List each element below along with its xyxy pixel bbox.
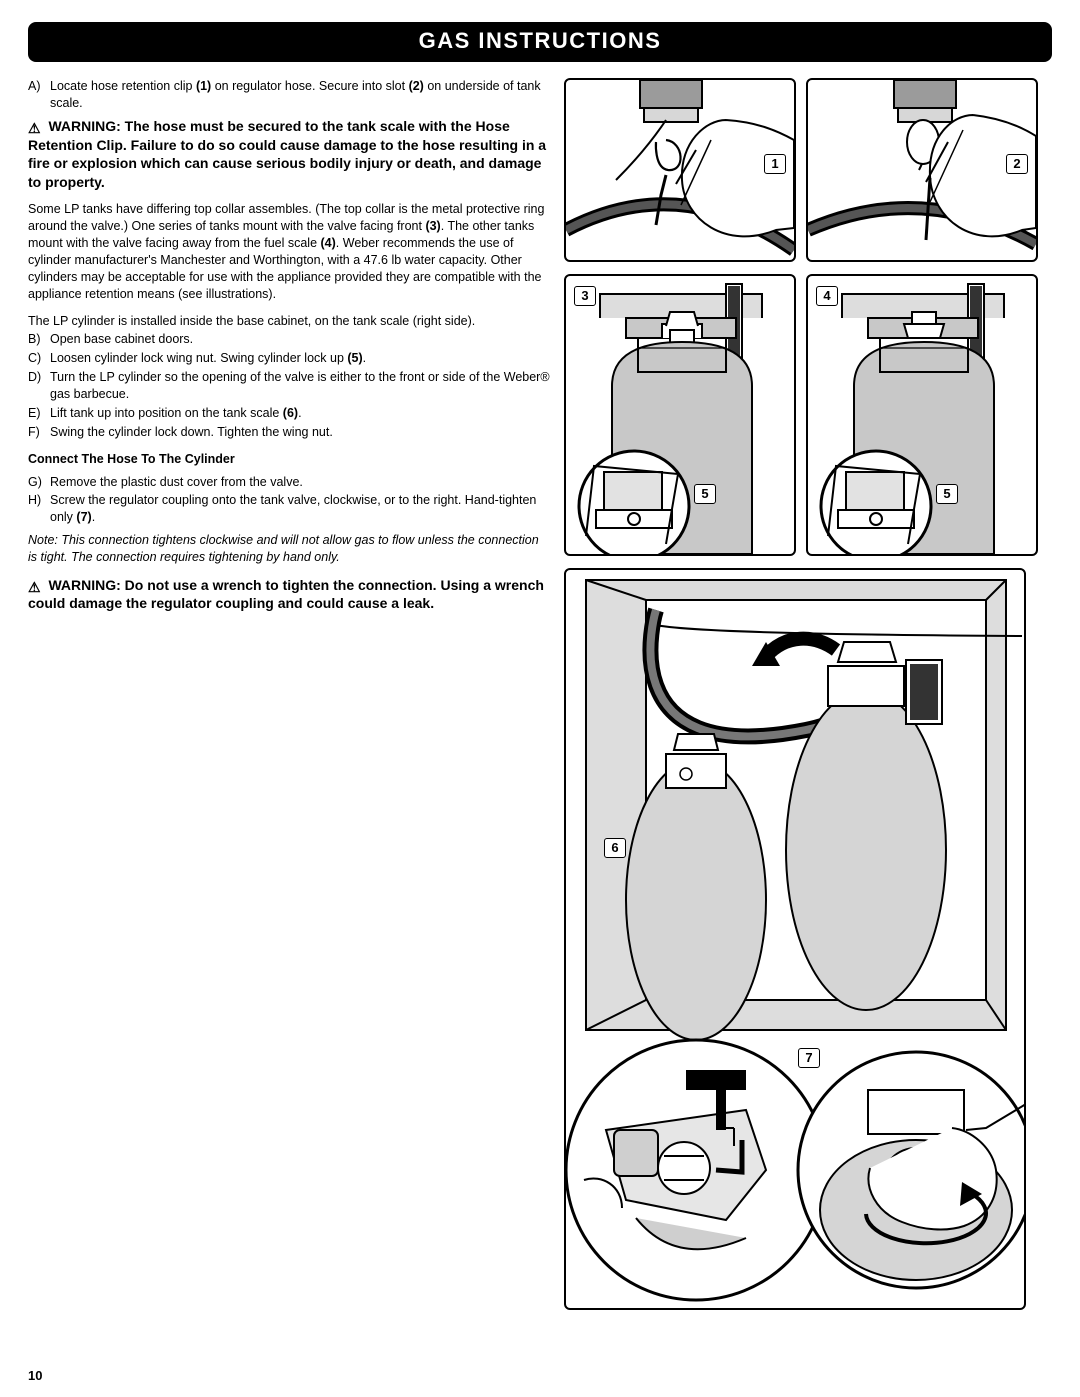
ref: (1) [196,79,211,93]
text: Lift tank up into position on the tank s… [50,406,283,420]
step-g: G)Remove the plastic dust cover from the… [28,474,550,491]
hose-clip-illustration [566,80,794,260]
ref: (4) [321,236,336,250]
text: . [363,351,366,365]
step-text: Screw the regulator coupling onto the ta… [50,492,550,526]
warning-2: ⚠ WARNING: Do not use a wrench to tighte… [28,576,550,613]
hose-slot-illustration [808,80,1036,260]
callout-7: 7 [798,1048,820,1068]
diagram-column: 1 2 [564,78,1052,1310]
step-h: H)Screw the regulator coupling onto the … [28,492,550,526]
callout-4: 4 [816,286,838,306]
step-marker: C) [28,350,50,367]
step-marker: B) [28,331,50,348]
page-header: GAS INSTRUCTIONS [28,22,1052,62]
step-marker: E) [28,405,50,422]
text: Screw the regulator coupling onto the ta… [50,493,536,524]
step-marker: G) [28,474,50,491]
diagram-4: 4 5 [806,274,1038,556]
step-text: Lift tank up into position on the tank s… [50,405,550,422]
diagram-2: 2 [806,78,1038,262]
step-b: B)Open base cabinet doors. [28,331,550,348]
warning-1: ⚠ WARNING: The hose must be secured to t… [28,117,550,191]
text-column: A) Locate hose retention clip (1) on reg… [28,78,550,1310]
warning-text: WARNING: The hose must be secured to the… [28,118,546,189]
diagram-row-2: 3 5 [564,274,1052,556]
callout-1: 1 [764,154,786,174]
callout-2: 2 [1006,154,1028,174]
lp-tank-front-illustration [566,276,794,554]
text: . [92,510,95,524]
tank-install-illustration [566,570,1024,1308]
ref: (5) [347,351,362,365]
step-text: Locate hose retention clip (1) on regula… [50,78,550,112]
step-marker: D) [28,369,50,403]
diagram-large: 6 7 [564,568,1026,1310]
step-text: Turn the LP cylinder so the opening of t… [50,369,550,403]
content-columns: A) Locate hose retention clip (1) on reg… [28,78,1052,1310]
step-marker: H) [28,492,50,526]
text: on regulator hose. Secure into slot [211,79,408,93]
page-number: 10 [28,1367,42,1385]
text: . [298,406,301,420]
step-text: Open base cabinet doors. [50,331,550,348]
step-text: Remove the plastic dust cover from the v… [50,474,550,491]
ref: (6) [283,406,298,420]
callout-6: 6 [604,838,626,858]
subheading-connect: Connect The Hose To The Cylinder [28,451,550,468]
text: Locate hose retention clip [50,79,196,93]
text: Loosen cylinder lock wing nut. Swing cyl… [50,351,347,365]
step-d: D)Turn the LP cylinder so the opening of… [28,369,550,403]
paragraph-tanks: Some LP tanks have differing top collar … [28,201,550,302]
step-c: C)Loosen cylinder lock wing nut. Swing c… [28,350,550,367]
diagram-1: 1 [564,78,796,262]
step-a: A) Locate hose retention clip (1) on reg… [28,78,550,112]
ref: (3) [425,219,440,233]
intro-cylinder: The LP cylinder is installed inside the … [28,313,550,330]
step-text: Swing the cylinder lock down. Tighten th… [50,424,550,441]
step-e: E)Lift tank up into position on the tank… [28,405,550,422]
callout-3: 3 [574,286,596,306]
callout-5a: 5 [694,484,716,504]
step-text: Loosen cylinder lock wing nut. Swing cyl… [50,350,550,367]
warning-icon: ⚠ [28,578,41,596]
step-marker: A) [28,78,50,112]
warning-text: WARNING: Do not use a wrench to tighten … [28,577,544,611]
callout-5b: 5 [936,484,958,504]
diagram-row-1: 1 2 [564,78,1052,262]
warning-icon: ⚠ [28,119,41,137]
step-marker: F) [28,424,50,441]
lp-tank-rear-illustration [808,276,1036,554]
ref: (2) [409,79,424,93]
note-connection: Note: This connection tightens clockwise… [28,532,550,566]
ref: (7) [76,510,91,524]
step-f: F)Swing the cylinder lock down. Tighten … [28,424,550,441]
diagram-3: 3 5 [564,274,796,556]
